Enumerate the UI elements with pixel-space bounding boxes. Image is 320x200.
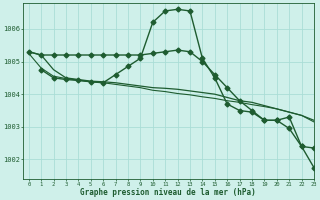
X-axis label: Graphe pression niveau de la mer (hPa): Graphe pression niveau de la mer (hPa) — [80, 188, 256, 197]
